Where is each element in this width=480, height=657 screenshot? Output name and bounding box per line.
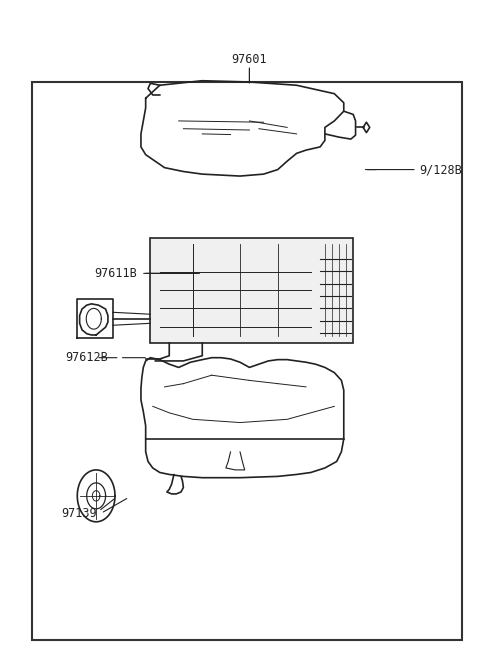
Text: 97611B: 97611B (94, 267, 136, 280)
Text: 97601: 97601 (232, 53, 267, 66)
Text: 97139: 97139 (61, 507, 96, 520)
Text: 97612B: 97612B (65, 351, 108, 364)
Text: 9/128B: 9/128B (419, 163, 462, 176)
FancyBboxPatch shape (150, 238, 353, 343)
